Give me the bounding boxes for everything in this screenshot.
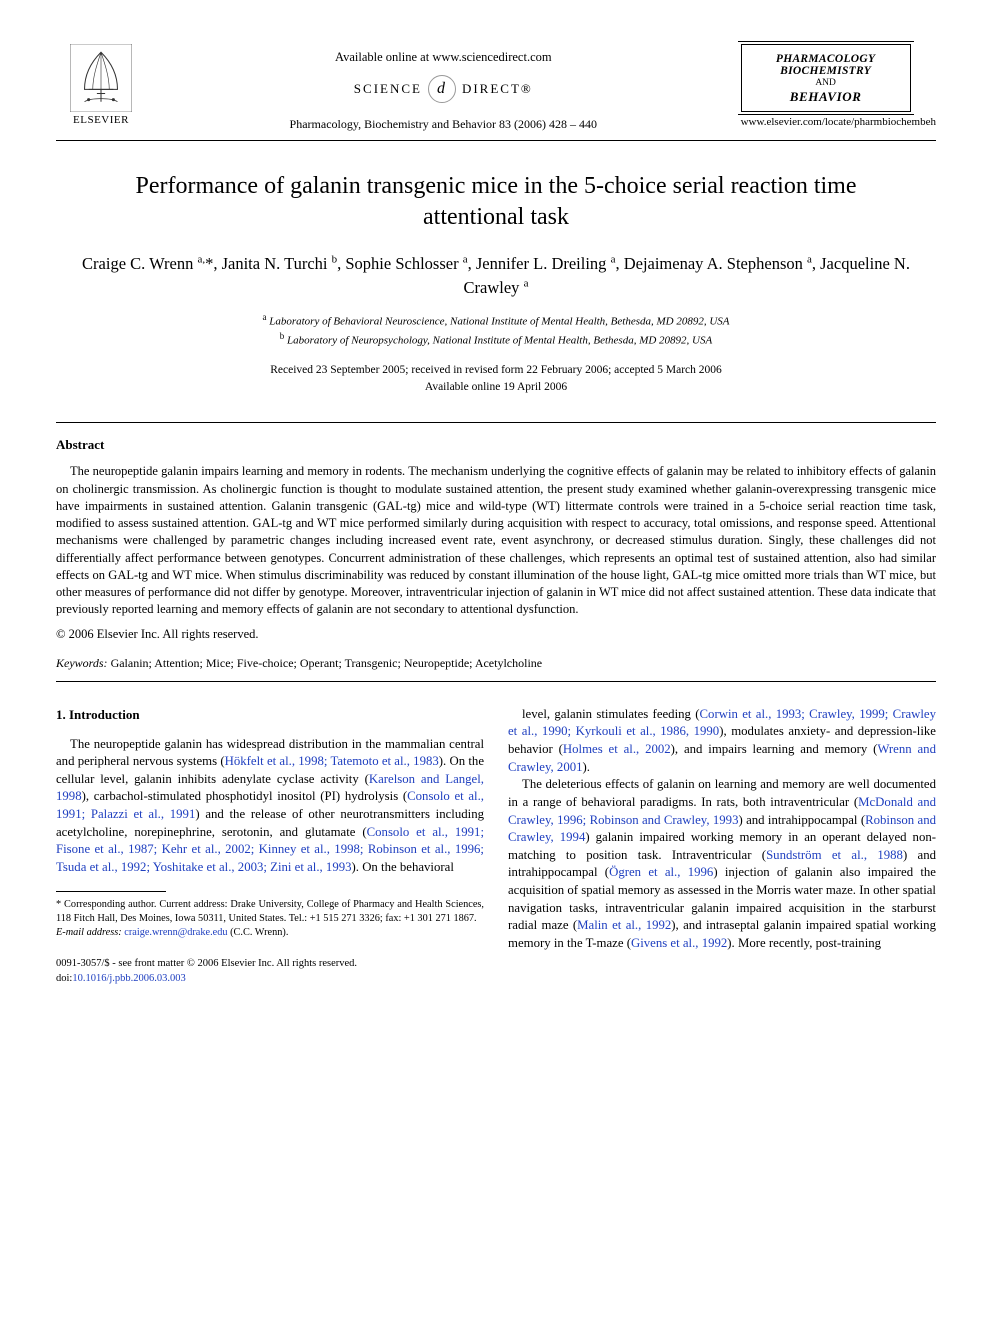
authors: Craige C. Wrenn a,*, Janita N. Turchi b,… bbox=[56, 252, 936, 298]
affil-b-text: Laboratory of Neuropsychology, National … bbox=[287, 335, 712, 347]
left-column: 1. Introduction The neuropeptide galanin… bbox=[56, 706, 484, 986]
abstract-rule-bottom bbox=[56, 681, 936, 682]
elsevier-tree-icon bbox=[70, 44, 132, 112]
issn-line: 0091-3057/$ - see front matter © 2006 El… bbox=[56, 957, 484, 971]
citation-line: Pharmacology, Biochemistry and Behavior … bbox=[146, 117, 741, 132]
journal-name-1: PHARMACOLOGY bbox=[748, 53, 904, 65]
sd-right: DIRECT® bbox=[462, 81, 533, 97]
center-header: Available online at www.sciencedirect.co… bbox=[146, 44, 741, 132]
publisher-name: ELSEVIER bbox=[56, 114, 146, 126]
email-link[interactable]: craige.wrenn@drake.edu bbox=[124, 927, 227, 938]
keywords: Keywords: Galanin; Attention; Mice; Five… bbox=[56, 656, 936, 671]
intro-para-right-2: The deleterious effects of galanin on le… bbox=[508, 776, 936, 953]
article-title: Performance of galanin transgenic mice i… bbox=[86, 171, 906, 232]
abstract-body: The neuropeptide galanin impairs learnin… bbox=[56, 463, 936, 618]
available-online: Available online at www.sciencedirect.co… bbox=[146, 50, 741, 65]
available-online-line: Available online 19 April 2006 bbox=[56, 379, 936, 396]
journal-box: PHARMACOLOGY BIOCHEMISTRY AND BEHAVIOR bbox=[741, 44, 911, 112]
journal-block-wrap: PHARMACOLOGY BIOCHEMISTRY AND BEHAVIOR w… bbox=[741, 44, 936, 128]
abstract-heading: Abstract bbox=[56, 437, 936, 453]
email-label: E-mail address: bbox=[56, 927, 122, 938]
intro-heading: 1. Introduction bbox=[56, 706, 484, 724]
page: ELSEVIER Available online at www.science… bbox=[0, 0, 992, 1026]
bottom-block: 0091-3057/$ - see front matter © 2006 El… bbox=[56, 957, 484, 985]
affil-b: b Laboratory of Neuropsychology, Nationa… bbox=[56, 330, 936, 350]
keywords-list: Galanin; Attention; Mice; Five-choice; O… bbox=[111, 656, 543, 670]
email-footnote: E-mail address: craige.wrenn@drake.edu (… bbox=[56, 926, 484, 940]
received-line: Received 23 September 2005; received in … bbox=[56, 362, 936, 379]
journal-url: www.elsevier.com/locate/pharmbiochembeh bbox=[741, 116, 936, 128]
abstract-rule-top bbox=[56, 422, 936, 423]
doi-line: doi:10.1016/j.pbb.2006.03.003 bbox=[56, 972, 484, 986]
publisher-block: ELSEVIER bbox=[56, 44, 146, 126]
dates-block: Received 23 September 2005; received in … bbox=[56, 362, 936, 397]
intro-para-right-1: level, galanin stimulates feeding (Corwi… bbox=[508, 706, 936, 777]
right-column: level, galanin stimulates feeding (Corwi… bbox=[508, 706, 936, 986]
footnote-separator bbox=[56, 891, 166, 892]
footnote-text: * Corresponding author. Current address:… bbox=[56, 899, 484, 924]
affiliations: a Laboratory of Behavioral Neuroscience,… bbox=[56, 311, 936, 350]
sciencedirect-logo: SCIENCE d DIRECT® bbox=[354, 75, 533, 103]
abstract-text: The neuropeptide galanin impairs learnin… bbox=[56, 463, 936, 618]
affil-a-text: Laboratory of Behavioral Neuroscience, N… bbox=[269, 315, 729, 327]
journal-and: AND bbox=[748, 78, 904, 88]
journal-name-3: BEHAVIOR bbox=[748, 89, 904, 105]
sd-left: SCIENCE bbox=[354, 81, 422, 97]
sd-at-icon: d bbox=[428, 75, 456, 103]
abstract-copyright: © 2006 Elsevier Inc. All rights reserved… bbox=[56, 627, 936, 642]
intro-para-left: The neuropeptide galanin has widespread … bbox=[56, 736, 484, 877]
email-who: (C.C. Wrenn). bbox=[230, 927, 288, 938]
body-columns: 1. Introduction The neuropeptide galanin… bbox=[56, 706, 936, 986]
header-rule bbox=[56, 140, 936, 141]
doi-label: doi: bbox=[56, 973, 72, 984]
header-row: ELSEVIER Available online at www.science… bbox=[56, 44, 936, 132]
doi-link[interactable]: 10.1016/j.pbb.2006.03.003 bbox=[72, 973, 185, 984]
affil-a: a Laboratory of Behavioral Neuroscience,… bbox=[56, 311, 936, 331]
keywords-label: Keywords: bbox=[56, 656, 108, 670]
journal-name-2: BIOCHEMISTRY bbox=[748, 65, 904, 77]
corresponding-footnote: * Corresponding author. Current address:… bbox=[56, 898, 484, 926]
